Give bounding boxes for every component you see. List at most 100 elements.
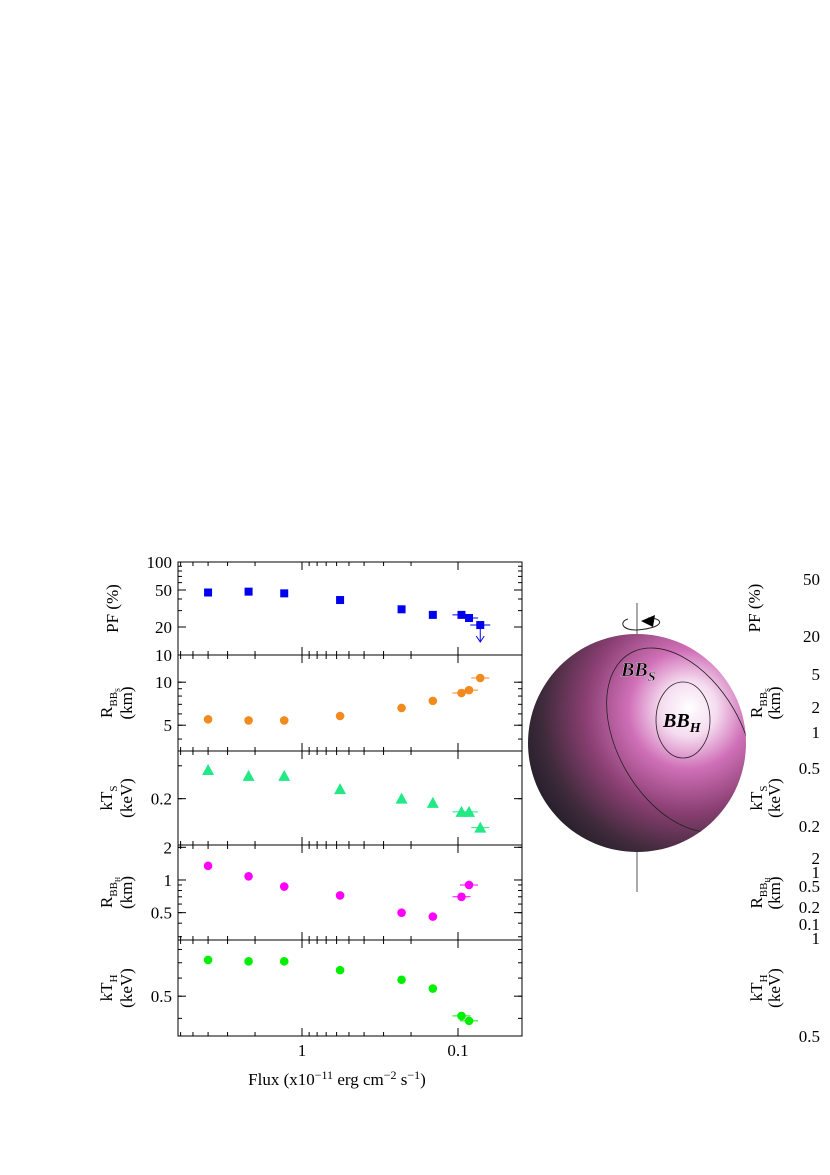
rotation-arrow-icon: [622, 617, 660, 631]
right-y-axis-label-unit: (keV): [765, 968, 784, 1008]
data-point-rbbs: [279, 716, 289, 725]
right-y-tick-label: 0.2: [799, 817, 820, 836]
right-y-tick-label: 2: [812, 849, 821, 868]
right-y-axis-label-unit: (km): [765, 876, 784, 909]
x-axis-label: Flux (x10−11 erg cm−2 s−1): [248, 1068, 426, 1089]
right-y-axis-label: RBBH: [747, 877, 772, 908]
data-point-pf: [465, 613, 474, 622]
data-point-kts: [242, 769, 255, 781]
right-y-axis-label: kTS: [747, 785, 770, 810]
y-axis-label-kts: kTS: [97, 785, 120, 810]
right-y-tick-label: 1: [812, 929, 821, 948]
data-point-rbbs: [203, 714, 213, 724]
data-point-rbbs: [335, 711, 345, 721]
data-point-rbbs: [428, 696, 438, 706]
y-tick-label-pf: 100: [147, 553, 173, 572]
data-point-rbbh: [335, 891, 345, 900]
y-tick-label-kth: 0.5: [151, 987, 172, 1006]
y-axis-label-kts: (keV): [117, 778, 136, 818]
right-y-axis-label: RBBS: [747, 688, 772, 718]
y-axis-label-kth: kTH: [97, 975, 120, 1002]
y-axis-label-rbbs: (km): [117, 686, 136, 719]
data-point-kts: [426, 796, 439, 808]
data-point-kth: [428, 984, 438, 993]
data-point-pf: [457, 610, 466, 619]
panel-frame-pf: [177, 561, 523, 656]
sphere-diagram: BBS BBH: [528, 603, 746, 892]
right-y-tick-label: 1: [812, 723, 821, 742]
data-point-rbbs: [244, 716, 253, 725]
data-point-kth: [457, 1011, 466, 1021]
right-y-tick-label: 0.5: [799, 759, 820, 778]
y-axis-label-rbbs: RBBS: [97, 688, 122, 718]
data-point-kth: [203, 955, 213, 965]
panel-rbbh: 2 1 0.5 RBBH(km): [97, 838, 523, 941]
right-figure-partial: PF (%)RBBS(km)kTS(keV)RBBH(km)kTH(keV)50…: [745, 570, 820, 1046]
panel-frame-rbbh: [177, 844, 523, 941]
right-y-tick-label: 1: [812, 863, 821, 882]
data-point-kth: [244, 957, 253, 966]
data-point-pf: [336, 596, 345, 605]
data-point-kth: [279, 957, 289, 966]
right-y-tick-label: 0.5: [799, 877, 820, 896]
label-bbh: BBH: [662, 710, 702, 736]
y-tick-label-rbbh: 0.5: [151, 904, 172, 923]
x-tick-label: 1: [298, 1041, 307, 1060]
right-y-tick-label: 20: [803, 627, 820, 646]
panel-frame-rbbs: [177, 654, 523, 752]
y-tick-label-rbbs: 5: [164, 716, 173, 735]
y-tick-label-rbbh: 2: [164, 838, 173, 857]
data-point-kts: [278, 769, 291, 781]
data-point-kts: [463, 805, 476, 817]
y-tick-label-pf: 50: [155, 581, 172, 600]
right-y-tick-label: 0.1: [799, 915, 820, 934]
right-y-tick-label: 50: [803, 570, 820, 589]
right-y-axis-label-unit: (keV): [765, 778, 784, 818]
y-axis-label-rbbh: RBBH: [97, 877, 122, 908]
label-bbs: BBS: [620, 659, 656, 685]
data-point-rbbh: [397, 908, 406, 917]
hard-hotspot-outline: [655, 681, 711, 759]
x-tick-label: 0.1: [447, 1041, 468, 1060]
data-point-rbbh: [457, 892, 466, 902]
rotation-arrowhead-icon: [641, 615, 655, 627]
data-point-rbbs: [397, 703, 406, 713]
y-tick-label-kts: 0.2: [151, 790, 172, 809]
data-point-pf: [428, 610, 437, 619]
y-axis-label-rbbh: (km): [117, 876, 136, 909]
data-point-pf: [476, 621, 485, 630]
data-point-pf: [244, 587, 253, 596]
data-point-kth: [335, 965, 345, 975]
data-point-rbbh: [428, 912, 438, 921]
data-point-kts: [395, 792, 408, 804]
y-tick-label-rbbs: 10: [155, 673, 172, 692]
y-tick-label-rbbh: 1: [164, 871, 173, 890]
right-y-tick-label: 2: [812, 698, 821, 717]
data-point-rbbh: [244, 872, 253, 881]
data-point-rbbs: [475, 673, 485, 683]
data-point-kth: [464, 1016, 474, 1026]
data-point-pf: [280, 589, 289, 598]
data-point-rbbh: [464, 880, 474, 890]
y-axis-label-pf: PF (%): [103, 584, 122, 633]
right-y-tick-label: 0.2: [799, 898, 820, 917]
right-y-tick-label: 0.5: [799, 1027, 820, 1046]
panel-frame-kts: [177, 750, 523, 846]
panel-rbbs: 10 5 RBBS(km): [97, 654, 523, 752]
data-point-kts: [474, 821, 487, 833]
panel-frame-kth: [177, 939, 523, 1037]
data-point-kts: [334, 783, 347, 795]
data-point-kts: [202, 763, 215, 775]
y-tick-label-pf: 10: [155, 646, 172, 665]
right-y-tick-label: 5: [812, 665, 821, 684]
data-point-rbbs: [464, 685, 474, 695]
right-y-axis-label: kTH: [747, 975, 770, 1002]
data-point-kth: [397, 975, 406, 985]
y-tick-label-pf: 20: [155, 618, 172, 637]
right-y-axis-label-unit: (km): [765, 686, 784, 719]
data-point-pf: [204, 588, 213, 597]
panel-pf: 100 50 20 10 PF (%): [103, 553, 523, 665]
data-point-pf: [397, 605, 406, 614]
